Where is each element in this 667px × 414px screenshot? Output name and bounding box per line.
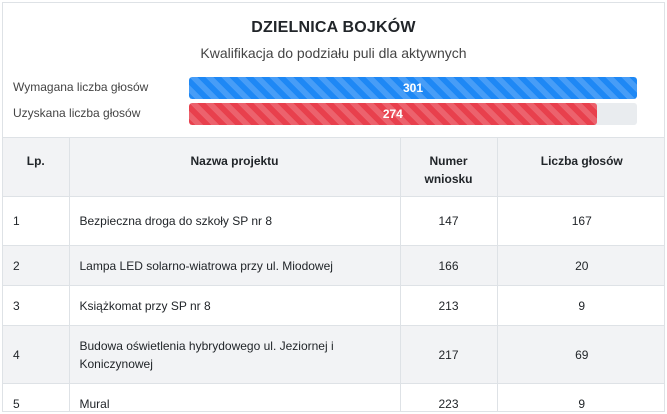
- header-name: Nazwa projektu: [68, 137, 401, 197]
- cell-name: Książkomat przy SP nr 8: [68, 285, 401, 326]
- obtained-votes-row: Uzyskana liczba głosów 274: [3, 103, 664, 125]
- page-subtitle: Kwalifikacja do podziału puli dla aktywn…: [200, 45, 467, 61]
- cell-number: 166: [399, 245, 498, 286]
- projects-table: Lp. Nazwa projektu Numer wniosku Liczba …: [3, 137, 664, 411]
- table-row: 1 Bezpieczna droga do szkoły SP nr 8 147…: [3, 196, 664, 246]
- required-votes-bar: 301: [189, 77, 637, 99]
- cell-lp: 2: [3, 245, 70, 286]
- cell-name: Lampa LED solarno-wiatrowa przy ul. Miod…: [68, 245, 401, 286]
- header-votes: Liczba głosów: [496, 137, 664, 197]
- required-votes-row: Wymagana liczba głosów 301: [3, 77, 664, 99]
- required-votes-label: Wymagana liczba głosów: [13, 80, 149, 94]
- cell-votes: 20: [496, 245, 664, 286]
- cell-lp: 4: [3, 325, 70, 384]
- table-row: 4 Budowa oświetlenia hybrydowego ul. Jez…: [3, 325, 664, 384]
- cell-lp: 5: [3, 383, 70, 411]
- obtained-votes-value: 274: [382, 107, 403, 121]
- cell-votes: 9: [496, 285, 664, 326]
- cell-name: Mural: [68, 383, 401, 411]
- cell-number: 147: [399, 196, 498, 246]
- page-title: DZIELNICA BOJKÓW: [251, 19, 416, 36]
- cell-lp: 1: [3, 196, 70, 246]
- table-row: 5 Mural 223 9: [3, 383, 664, 411]
- cell-lp: 3: [3, 285, 70, 326]
- cell-votes: 9: [496, 383, 664, 411]
- cell-number: 223: [399, 383, 498, 411]
- cell-votes: 167: [496, 196, 664, 246]
- cell-name: Budowa oświetlenia hybrydowego ul. Jezio…: [68, 325, 401, 384]
- table-row: 3 Książkomat przy SP nr 8 213 9: [3, 285, 664, 326]
- cell-votes: 69: [496, 325, 664, 384]
- obtained-votes-bar: 274: [189, 103, 597, 125]
- required-votes-value: 301: [402, 81, 424, 95]
- obtained-votes-track: 274: [189, 103, 637, 125]
- card-header: DZIELNICA BOJKÓW Kwalifikacja do podział…: [3, 3, 664, 137]
- required-votes-track: 301: [189, 77, 637, 99]
- table-row: 2 Lampa LED solarno-wiatrowa przy ul. Mi…: [3, 245, 664, 286]
- cell-number: 217: [399, 325, 498, 384]
- obtained-votes-label: Uzyskana liczba głosów: [13, 106, 141, 120]
- header-lp: Lp.: [3, 137, 70, 197]
- cell-number: 213: [399, 285, 498, 326]
- header-number: Numer wniosku: [399, 137, 498, 197]
- table-header-row: Lp. Nazwa projektu Numer wniosku Liczba …: [3, 137, 664, 197]
- cell-name: Bezpieczna droga do szkoły SP nr 8: [68, 196, 401, 246]
